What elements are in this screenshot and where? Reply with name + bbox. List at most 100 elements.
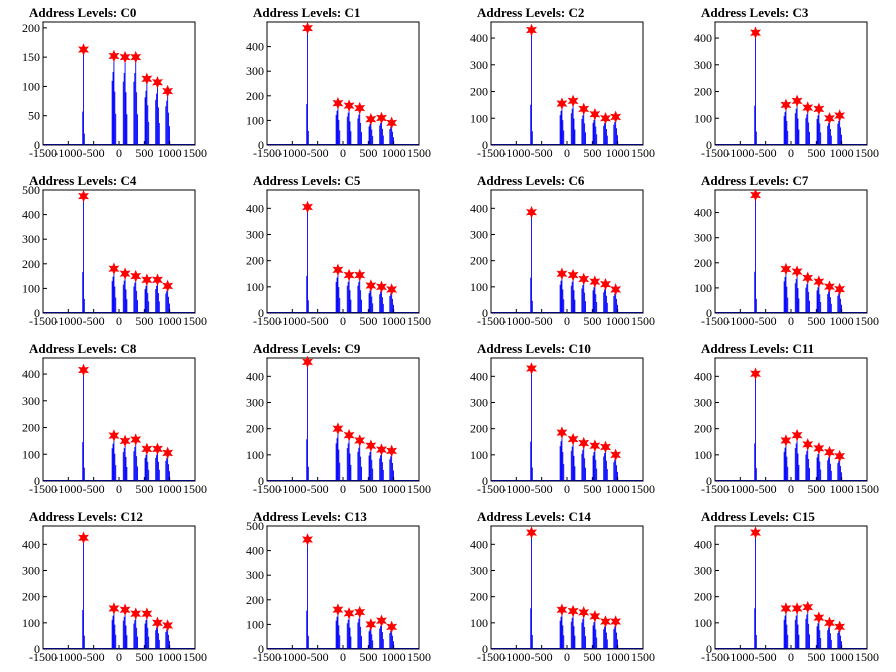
- x-tick-label: -500: [755, 482, 777, 496]
- plot-frame: [714, 21, 868, 146]
- y-tick-label: 300: [246, 395, 264, 409]
- x-tick-label: 1000: [830, 650, 854, 664]
- peak-marker: [130, 433, 142, 446]
- y-tick-label: 300: [246, 568, 264, 582]
- histogram-trace-group: [306, 361, 394, 481]
- peak-marker: [610, 448, 622, 462]
- peak-marker: [834, 109, 846, 122]
- x-tick-label: -1000: [502, 146, 530, 160]
- y-tick-label: 400: [694, 537, 712, 551]
- x-tick-label: -1500: [701, 650, 729, 664]
- y-tick-label: 300: [246, 227, 264, 241]
- y-tick-label: 200: [470, 422, 488, 436]
- y-tick-label: 100: [22, 616, 40, 630]
- x-tick-label: -1500: [477, 314, 505, 328]
- x-tick-label: 0: [564, 314, 570, 328]
- plot-frame: [490, 189, 644, 314]
- peak-marker: [791, 602, 803, 615]
- x-tick-label: -1500: [29, 482, 57, 496]
- peak-marker: [610, 615, 622, 628]
- y-tick-label: 0: [706, 138, 712, 152]
- y-tick-label: 200: [246, 422, 264, 436]
- x-tick-label: 500: [807, 650, 825, 664]
- y-tick-label: 400: [246, 40, 264, 54]
- chart-svg: Address Levels: C14 0 100 200 300 400 -1500-10…: [470, 509, 655, 664]
- x-tick-label: 1500: [407, 650, 431, 664]
- plot-frame: [42, 357, 196, 482]
- x-tick-label: -1000: [54, 482, 82, 496]
- chart-svg: Address Levels: C0 0 50 100 150 200 -1500-1000…: [22, 5, 207, 160]
- x-tick-label: -500: [531, 146, 553, 160]
- peak-marker: [791, 94, 803, 108]
- y-tick-label: 200: [246, 254, 264, 268]
- y-tick-label: 0: [482, 306, 488, 320]
- peak-marker: [162, 84, 174, 98]
- y-tick-label: 400: [694, 369, 712, 383]
- x-tick-label: 0: [116, 482, 122, 496]
- x-tick-label: -1500: [701, 314, 729, 328]
- chart-title: Address Levels: C7: [701, 173, 809, 188]
- x-tick-label: 500: [359, 650, 377, 664]
- chart-title: Address Levels: C1: [253, 5, 360, 20]
- x-tick-label: 0: [788, 650, 794, 664]
- x-tick-label: -1500: [701, 482, 729, 496]
- peak-marker: [589, 439, 601, 452]
- chart-panel: Address Levels: C9 0 100 200 300 400 -1500 -100…: [224, 336, 448, 504]
- y-tick-label: 0: [706, 474, 712, 488]
- histogram-trace-group: [530, 368, 618, 481]
- x-tick-label: 1500: [855, 482, 879, 496]
- y-tick-label: 300: [694, 563, 712, 577]
- peak-marker: [376, 443, 387, 456]
- peak-marker: [791, 265, 803, 278]
- y-tick-label: 500: [22, 183, 40, 197]
- peak-marker: [130, 50, 142, 64]
- x-tick-label: 0: [788, 146, 794, 160]
- x-tick-label: 0: [340, 146, 346, 160]
- peak-marker: [556, 267, 568, 281]
- x-tick-label: -500: [83, 650, 105, 664]
- y-tick-label: 200: [470, 85, 488, 99]
- plot-frame: [490, 525, 644, 650]
- chart-title: Address Levels: C5: [253, 173, 361, 188]
- chart-title: Address Levels: C15: [701, 509, 815, 524]
- y-tick-label: 400: [22, 367, 40, 381]
- y-tick-label: 400: [470, 201, 488, 215]
- peak-marker: [610, 110, 622, 124]
- y-tick-label: 300: [246, 64, 264, 78]
- peak-marker: [119, 434, 131, 448]
- x-tick-label: 500: [583, 314, 601, 328]
- plot-frame: [42, 525, 196, 650]
- x-tick-label: -1500: [29, 314, 57, 328]
- peak-marker: [152, 616, 163, 630]
- peak-marker: [302, 533, 314, 546]
- x-tick-label: 1500: [183, 146, 207, 160]
- x-tick-label: 1500: [631, 482, 655, 496]
- x-tick-label: 1500: [855, 314, 879, 328]
- y-tick-label: 100: [246, 617, 264, 631]
- chart-svg: Address Levels: C1 0 100 200 300 400 -1500-100…: [246, 5, 431, 160]
- histogram-trace-group: [530, 532, 618, 649]
- peak-marker: [824, 280, 835, 293]
- x-tick-label: 1500: [407, 482, 431, 496]
- histogram-trace-group: [306, 539, 394, 649]
- x-tick-label: -1000: [54, 146, 82, 160]
- plot-frame: [490, 357, 644, 482]
- peak-marker: [600, 440, 611, 454]
- y-tick-label: 100: [22, 79, 40, 93]
- peak-marker: [556, 603, 568, 617]
- histogram-trace-group: [530, 212, 618, 313]
- histogram-trace-group: [754, 532, 842, 649]
- peak-marker: [332, 603, 344, 616]
- chart-panel: Address Levels: C2 0 100 200 300 400 -1500 -100…: [448, 0, 672, 168]
- y-tick-label: 100: [470, 280, 488, 294]
- peak-marker: [567, 604, 579, 618]
- x-tick-label: -500: [83, 482, 105, 496]
- y-tick-label: 500: [246, 519, 264, 533]
- x-tick-label: 1500: [631, 650, 655, 664]
- y-tick-label: 200: [470, 590, 488, 604]
- peak-marker: [343, 99, 355, 112]
- y-tick-label: 400: [22, 208, 40, 222]
- x-tick-label: -500: [531, 650, 553, 664]
- y-tick-label: 300: [470, 563, 488, 577]
